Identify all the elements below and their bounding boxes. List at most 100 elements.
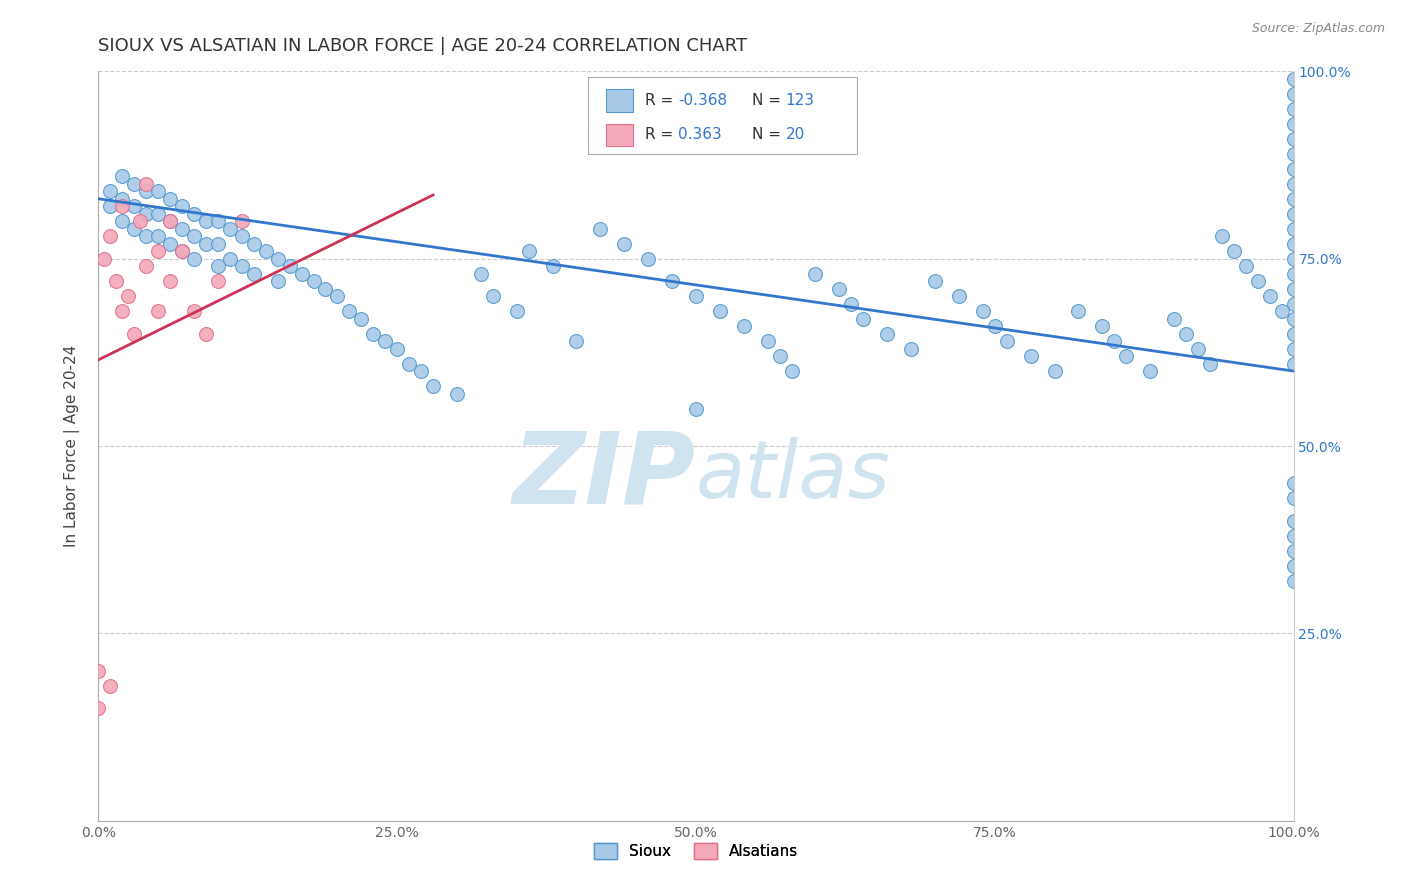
Point [1271,304,1294,318]
Point [124,199,146,213]
Text: atlas: atlas [696,437,891,515]
Point [195,326,218,341]
Point [506,304,529,318]
Point [195,214,218,228]
Point [637,252,659,266]
Point [1282,491,1305,506]
Point [172,199,194,213]
Text: R =: R = [644,93,673,108]
Point [98,229,122,244]
Point [1104,334,1126,348]
Point [1282,357,1305,371]
Point [924,274,946,288]
Point [207,236,229,251]
Point [385,342,409,356]
Text: Source: ZipAtlas.com: Source: ZipAtlas.com [1251,22,1385,36]
Point [1282,207,1305,221]
Point [1282,311,1305,326]
Point [87,701,110,715]
FancyBboxPatch shape [606,124,633,146]
Point [995,334,1018,348]
Point [148,229,170,244]
Point [1091,319,1114,334]
Point [135,229,157,244]
Point [517,244,540,259]
Point [111,304,134,318]
Point [124,177,146,191]
Point [124,326,146,341]
Point [207,274,229,288]
Point [363,326,385,341]
Point [291,267,314,281]
Point [1282,117,1305,131]
Legend: Sioux, Alsatians: Sioux, Alsatians [588,838,804,865]
Point [828,282,851,296]
Point [565,334,588,348]
Point [852,311,875,326]
Point [733,319,755,334]
Point [1175,326,1198,341]
Point [219,221,242,235]
Point [195,236,218,251]
Point [135,259,157,273]
Point [1282,146,1305,161]
Point [207,214,229,228]
Text: R =: R = [644,128,673,143]
Point [1139,364,1161,378]
Point [1043,364,1066,378]
Point [326,289,349,303]
Point [589,221,612,235]
Point [709,304,731,318]
Point [315,282,337,296]
Point [1258,289,1281,303]
Point [422,379,444,393]
Point [302,274,325,288]
Point [159,214,181,228]
Point [948,289,970,303]
Point [1282,236,1305,251]
Point [1282,476,1305,491]
Y-axis label: In Labor Force | Age 20-24: In Labor Force | Age 20-24 [63,345,80,547]
Point [339,304,361,318]
Point [159,236,181,251]
Point [1282,132,1305,146]
Point [1211,229,1233,244]
Text: N =: N = [752,93,782,108]
Point [1187,342,1209,356]
Point [1019,349,1042,363]
FancyBboxPatch shape [589,78,858,153]
Point [1282,574,1305,588]
Point [98,679,122,693]
Point [111,199,134,213]
Point [1282,252,1305,266]
Point [117,289,139,303]
Point [243,236,266,251]
Point [900,342,922,356]
Point [98,199,122,213]
Point [183,252,205,266]
Point [411,364,433,378]
Point [1163,311,1185,326]
Point [111,192,134,206]
Text: N =: N = [752,128,782,143]
Point [243,267,266,281]
Text: 123: 123 [786,93,814,108]
Point [135,207,157,221]
Point [481,289,505,303]
Point [159,214,181,228]
Point [1282,161,1305,176]
Text: SIOUX VS ALSATIAN IN LABOR FORCE | AGE 20-24 CORRELATION CHART: SIOUX VS ALSATIAN IN LABOR FORCE | AGE 2… [98,37,748,54]
Point [1282,221,1305,235]
Point [398,357,420,371]
Point [1282,529,1305,543]
Point [1282,177,1305,191]
Point [661,274,683,288]
Point [267,252,290,266]
Point [1282,87,1305,101]
Point [613,236,636,251]
Point [780,364,803,378]
Point [1247,274,1270,288]
Point [183,207,205,221]
Point [685,289,707,303]
Point [1282,514,1305,528]
